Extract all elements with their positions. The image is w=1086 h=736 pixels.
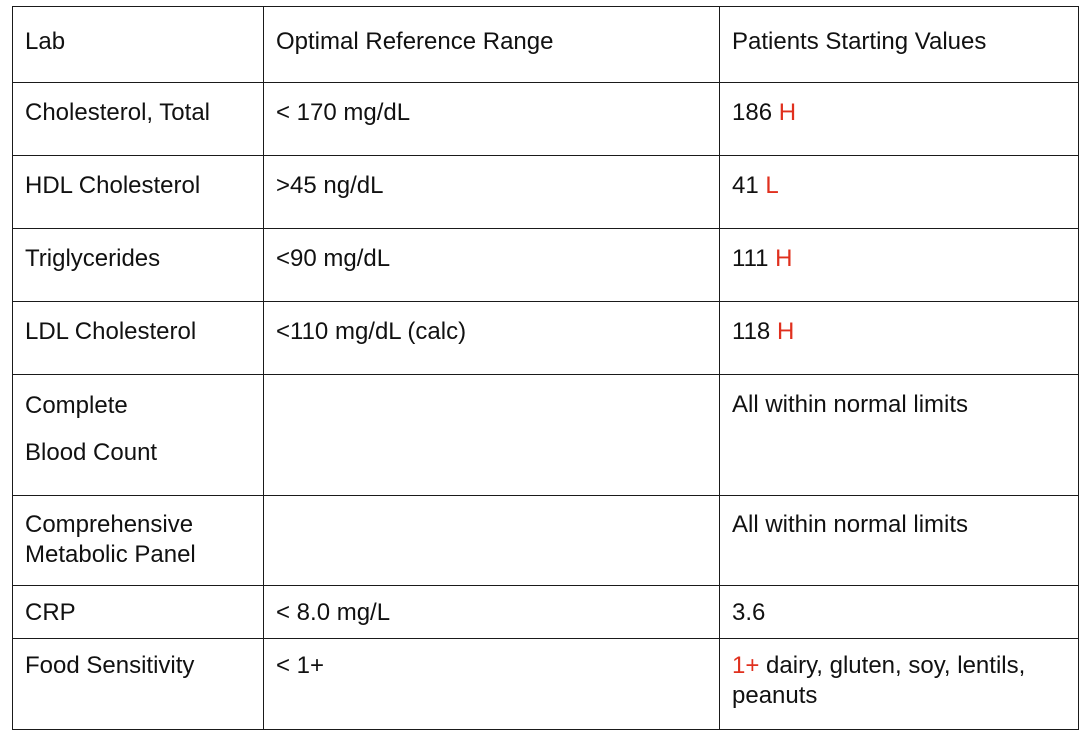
- starting-value: 118 H: [719, 301, 1079, 375]
- reference-range: <110 mg/dL (calc): [263, 301, 720, 375]
- starting-value: 41 L: [719, 155, 1079, 229]
- starting-value: 186 H: [719, 82, 1079, 156]
- lab-name-text: Comprehensive Metabolic Panel: [25, 511, 196, 568]
- starting-value: 3.6: [719, 585, 1079, 639]
- table-row: Comprehensive Metabolic Panel All within…: [12, 495, 1079, 586]
- value-text: 3.6: [732, 599, 766, 626]
- value-text: 186: [732, 99, 773, 126]
- lab-name: Complete Blood Count: [12, 374, 264, 496]
- header-lab: Lab: [12, 6, 264, 83]
- starting-value: 1+ dairy, gluten, soy, lentils, peanuts: [719, 638, 1079, 730]
- table-row: Cholesterol, Total < 170 mg/dL 186 H: [12, 82, 1079, 156]
- table-row: CRP < 8.0 mg/L 3.6: [12, 585, 1079, 639]
- reference-range: >45 ng/dL: [263, 155, 720, 229]
- flag-badge: H: [775, 245, 793, 272]
- lab-name: Cholesterol, Total: [12, 82, 264, 156]
- starting-value: All within normal limits: [719, 374, 1079, 496]
- table-row: HDL Cholesterol >45 ng/dL 41 L: [12, 155, 1079, 229]
- lab-name: LDL Cholesterol: [12, 301, 264, 375]
- value-text: dairy, gluten, soy, lentils, peanuts: [732, 652, 1026, 709]
- table-row: LDL Cholesterol <110 mg/dL (calc) 118 H: [12, 301, 1079, 375]
- reference-range: < 8.0 mg/L: [263, 585, 720, 639]
- starting-value: All within normal limits: [719, 495, 1079, 586]
- lab-results-table: Lab Optimal Reference Range Patients Sta…: [12, 6, 1079, 730]
- lab-name: CRP: [12, 585, 264, 639]
- header-range: Optimal Reference Range: [263, 6, 720, 83]
- reference-range: [263, 495, 720, 586]
- value-text: 41: [732, 172, 759, 199]
- lab-name: Triglycerides: [12, 228, 264, 302]
- value-text: 118: [732, 318, 771, 345]
- lab-name: Food Sensitivity: [12, 638, 264, 730]
- flag-badge: 1+: [732, 652, 760, 679]
- reference-range: < 1+: [263, 638, 720, 730]
- table-row: Complete Blood Count All within normal l…: [12, 374, 1079, 496]
- reference-range: < 170 mg/dL: [263, 82, 720, 156]
- value-text: 111: [732, 245, 769, 272]
- value-text: All within normal limits: [732, 511, 969, 538]
- table-row: Triglycerides <90 mg/dL 111 H: [12, 228, 1079, 302]
- reference-range: [263, 374, 720, 496]
- table-row: Food Sensitivity < 1+ 1+ dairy, gluten, …: [12, 638, 1079, 730]
- table-header-row: Lab Optimal Reference Range Patients Sta…: [12, 6, 1079, 83]
- flag-badge: L: [765, 172, 779, 199]
- flag-badge: H: [778, 99, 797, 126]
- header-values: Patients Starting Values: [719, 6, 1079, 83]
- flag-badge: H: [776, 318, 795, 345]
- lab-name-text: Complete Blood Count: [25, 392, 158, 466]
- lab-name: Comprehensive Metabolic Panel: [12, 495, 264, 586]
- value-text: All within normal limits: [732, 391, 969, 418]
- lab-name: HDL Cholesterol: [12, 155, 264, 229]
- starting-value: 111 H: [719, 228, 1079, 302]
- reference-range: <90 mg/dL: [263, 228, 720, 302]
